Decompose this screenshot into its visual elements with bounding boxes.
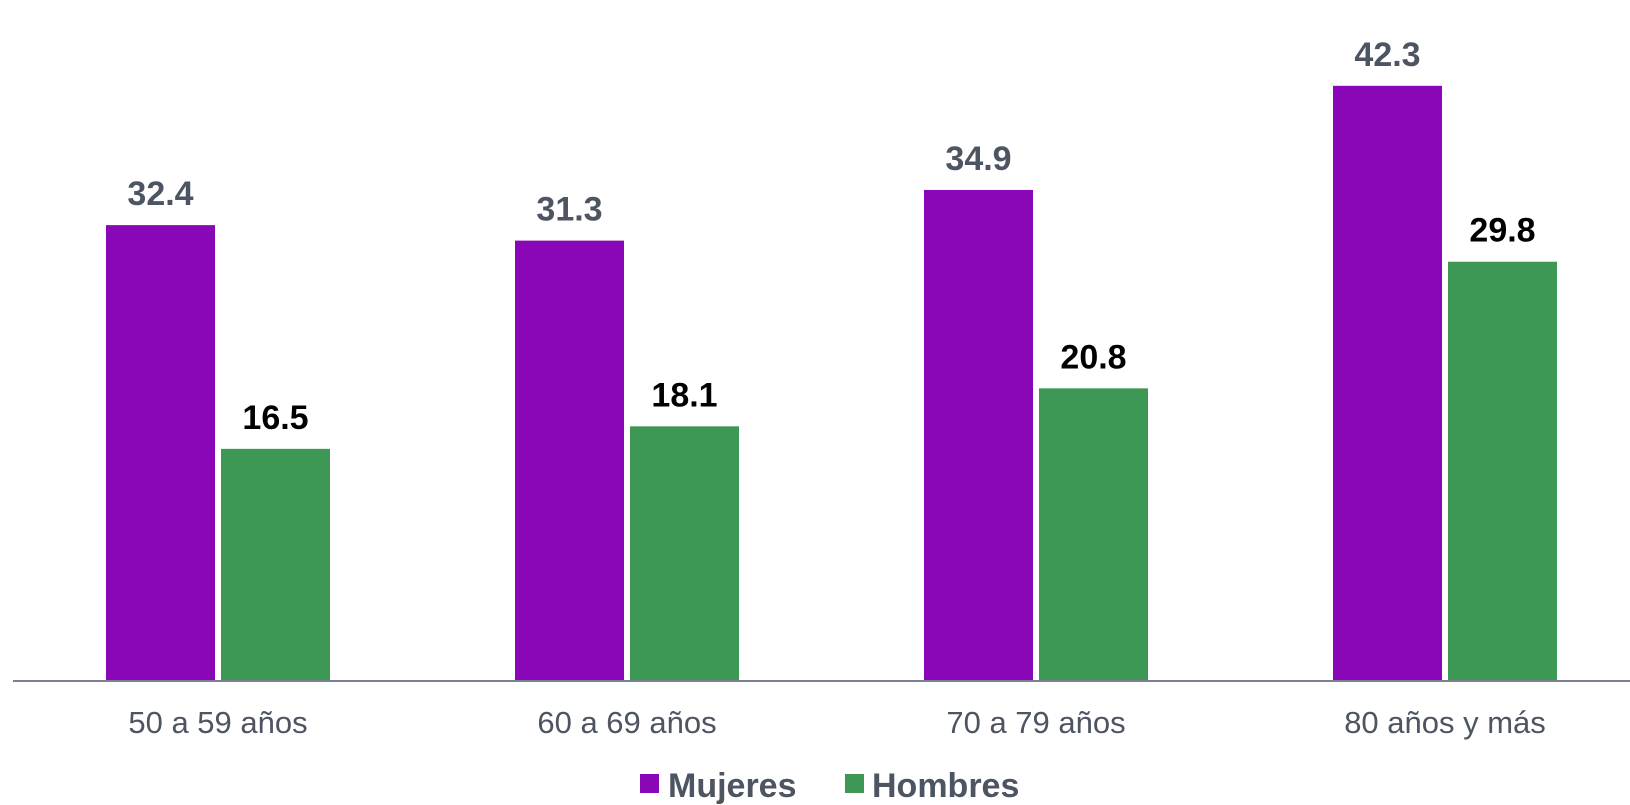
bar-mujeres-4 — [1333, 85, 1442, 682]
x-tick-label-2: 60 a 69 años — [537, 705, 716, 740]
legend-swatch-mujeres — [640, 774, 659, 793]
bar-mujeres-2 — [515, 240, 624, 681]
x-tick-label-3: 70 a 79 años — [946, 705, 1125, 740]
x-tick-label-1: 50 a 59 años — [128, 705, 307, 740]
bar-hombres-4 — [1448, 261, 1557, 681]
data-label-hombres-1: 16.5 — [242, 399, 308, 437]
data-labels-group: 32.4 16.5 31.3 18.1 34.9 20.8 42.3 29.8 — [127, 36, 1535, 437]
x-tick-label-4: 80 años y más — [1344, 705, 1546, 740]
bar-hombres-3 — [1039, 388, 1148, 681]
bar-hombres-2 — [630, 426, 739, 681]
x-tick-labels-group: 50 a 59 años 60 a 69 años 70 a 79 años 80 a… — [128, 705, 1545, 740]
data-label-hombres-3: 20.8 — [1060, 338, 1126, 376]
bar-mujeres-3 — [924, 189, 1033, 681]
data-label-mujeres-2: 31.3 — [536, 191, 602, 229]
legend-label-hombres: Hombres — [872, 767, 1019, 805]
data-label-mujeres-1: 32.4 — [127, 175, 193, 213]
bar-mujeres-1 — [106, 225, 215, 681]
bar-hombres-1 — [221, 448, 330, 681]
legend-swatch-hombres — [845, 774, 864, 793]
bars-group — [106, 85, 1557, 682]
data-label-hombres-2: 18.1 — [651, 376, 717, 414]
data-label-mujeres-3: 34.9 — [945, 140, 1011, 178]
data-label-mujeres-4: 42.3 — [1354, 36, 1420, 74]
legend-label-mujeres: Mujeres — [668, 767, 797, 805]
legend: Mujeres Hombres — [640, 767, 1019, 805]
data-label-hombres-4: 29.8 — [1469, 212, 1535, 250]
